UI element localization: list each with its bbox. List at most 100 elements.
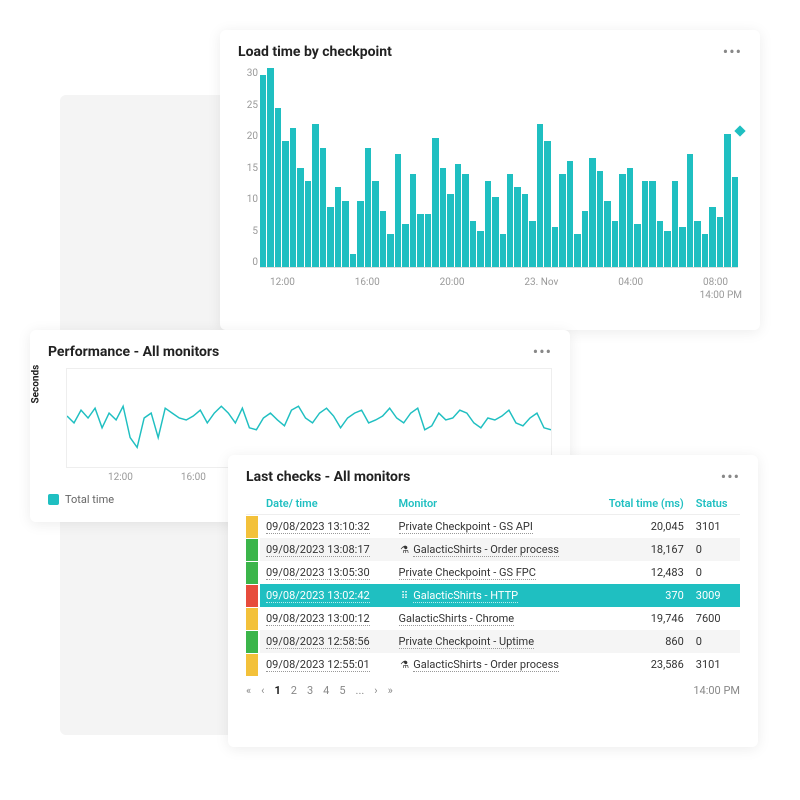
bar bbox=[425, 214, 431, 267]
cell-total-time: 12,483 bbox=[590, 561, 690, 584]
checks-table: Date/ time Monitor Total time (ms) Statu… bbox=[246, 493, 740, 676]
cell-monitor: Private Checkpoint - GS FPC bbox=[393, 561, 591, 584]
bar bbox=[634, 224, 640, 267]
card-title: Last checks - All monitors bbox=[246, 469, 410, 485]
cell-status: 0 bbox=[690, 630, 740, 653]
x-axis: 12:0016:0020:0023. Nov04:0008:00 bbox=[260, 277, 738, 288]
bar bbox=[327, 207, 333, 267]
bar bbox=[455, 164, 461, 267]
bar bbox=[342, 201, 348, 267]
bar bbox=[447, 194, 453, 267]
table-row[interactable]: 09/08/2023 13:02:42⠿ GalacticShirts - HT… bbox=[246, 584, 740, 607]
pager-page[interactable]: 2 bbox=[291, 684, 297, 697]
table-row[interactable]: 09/08/2023 13:00:12GalacticShirts - Chro… bbox=[246, 607, 740, 630]
bar bbox=[732, 177, 738, 267]
cell-total-time: 370 bbox=[590, 584, 690, 607]
marker-diamond-icon bbox=[734, 126, 745, 137]
cell-total-time: 20,045 bbox=[590, 515, 690, 539]
status-indicator-icon bbox=[246, 608, 258, 630]
pager: « ‹ 12345... › » 14:00 PM bbox=[246, 684, 740, 697]
y-axis-label: Seconds bbox=[31, 365, 42, 404]
bar bbox=[574, 234, 580, 267]
col-status[interactable]: Status bbox=[690, 493, 740, 515]
pager-last-icon[interactable]: » bbox=[388, 684, 393, 697]
bar bbox=[642, 181, 648, 267]
bar bbox=[282, 141, 288, 267]
bar bbox=[672, 181, 678, 267]
bar bbox=[500, 234, 506, 267]
bar bbox=[589, 158, 595, 267]
cell-datetime: 09/08/2023 13:02:42 bbox=[260, 584, 393, 607]
bar bbox=[552, 227, 558, 267]
table-row[interactable]: 09/08/2023 13:05:30Private Checkpoint - … bbox=[246, 561, 740, 584]
cell-monitor: ⚗ GalacticShirts - Order process bbox=[393, 653, 591, 676]
bar bbox=[537, 124, 543, 267]
bar bbox=[297, 168, 303, 268]
table-row[interactable]: 09/08/2023 12:58:56Private Checkpoint - … bbox=[246, 630, 740, 653]
bar bbox=[507, 174, 513, 267]
pager-page[interactable]: 1 bbox=[274, 684, 280, 697]
bar bbox=[485, 181, 491, 267]
cell-total-time: 19,746 bbox=[590, 607, 690, 630]
bar bbox=[477, 231, 483, 267]
bar-chart: 302520151050 12:0016:0020:0023. Nov04:00… bbox=[260, 68, 738, 288]
bar bbox=[267, 68, 273, 267]
bar bbox=[410, 174, 416, 267]
table-header-row: Date/ time Monitor Total time (ms) Statu… bbox=[246, 493, 740, 515]
bar bbox=[627, 168, 633, 268]
legend-swatch-icon bbox=[48, 494, 59, 505]
bar bbox=[694, 221, 700, 267]
bar bbox=[559, 174, 565, 267]
bar bbox=[350, 254, 356, 267]
kebab-menu-icon[interactable]: ••• bbox=[533, 344, 552, 360]
pager-page[interactable]: 5 bbox=[339, 684, 345, 697]
bar bbox=[275, 108, 281, 267]
pager-page[interactable]: 4 bbox=[323, 684, 329, 697]
monitor-type-icon: ⚗ bbox=[399, 545, 411, 556]
cell-datetime: 09/08/2023 12:55:01 bbox=[260, 653, 393, 676]
bar bbox=[649, 181, 655, 267]
cell-datetime: 09/08/2023 13:00:12 bbox=[260, 607, 393, 630]
bar bbox=[357, 201, 363, 267]
pager-page[interactable]: 3 bbox=[307, 684, 313, 697]
cell-total-time: 18,167 bbox=[590, 538, 690, 561]
timestamp: 14:00 PM bbox=[693, 684, 740, 697]
cell-status: 3101 bbox=[690, 653, 740, 676]
bar bbox=[372, 181, 378, 267]
cell-status: 0 bbox=[690, 561, 740, 584]
status-indicator-icon bbox=[246, 585, 258, 607]
kebab-menu-icon[interactable]: ••• bbox=[721, 469, 740, 485]
pager-prev-icon[interactable]: ‹ bbox=[261, 684, 264, 697]
table-row[interactable]: 09/08/2023 12:55:01⚗ GalacticShirts - Or… bbox=[246, 653, 740, 676]
bar bbox=[365, 148, 371, 267]
bar bbox=[335, 187, 341, 267]
pager-more[interactable]: › bbox=[374, 684, 377, 697]
bar bbox=[290, 128, 296, 267]
cell-datetime: 09/08/2023 13:05:30 bbox=[260, 561, 393, 584]
bar bbox=[432, 138, 438, 267]
pager-more[interactable]: ... bbox=[356, 684, 365, 697]
bar bbox=[522, 194, 528, 267]
line-chart bbox=[66, 368, 552, 468]
bar bbox=[709, 207, 715, 267]
bars-area bbox=[260, 68, 738, 268]
col-monitor[interactable]: Monitor bbox=[393, 493, 591, 515]
pager-first-icon[interactable]: « bbox=[246, 684, 251, 697]
col-datetime[interactable]: Date/ time bbox=[260, 493, 393, 515]
col-total-time[interactable]: Total time (ms) bbox=[590, 493, 690, 515]
bar bbox=[664, 231, 670, 267]
kebab-menu-icon[interactable]: ••• bbox=[723, 44, 742, 60]
cell-monitor: Private Checkpoint - Uptime bbox=[393, 630, 591, 653]
status-indicator-icon bbox=[246, 539, 258, 561]
bar bbox=[687, 154, 693, 267]
card-last-checks-all-monitors: Last checks - All monitors ••• Date/ tim… bbox=[228, 455, 758, 747]
cell-status: 3009 bbox=[690, 584, 740, 607]
bar bbox=[544, 141, 550, 267]
cell-datetime: 09/08/2023 12:58:56 bbox=[260, 630, 393, 653]
cell-monitor: ⠿ GalacticShirts - HTTP bbox=[393, 584, 591, 607]
table-row[interactable]: 09/08/2023 13:08:17⚗ GalacticShirts - Or… bbox=[246, 538, 740, 561]
bar bbox=[702, 234, 708, 267]
bar bbox=[492, 197, 498, 267]
table-row[interactable]: 09/08/2023 13:10:32Private Checkpoint - … bbox=[246, 515, 740, 539]
bar bbox=[619, 174, 625, 267]
